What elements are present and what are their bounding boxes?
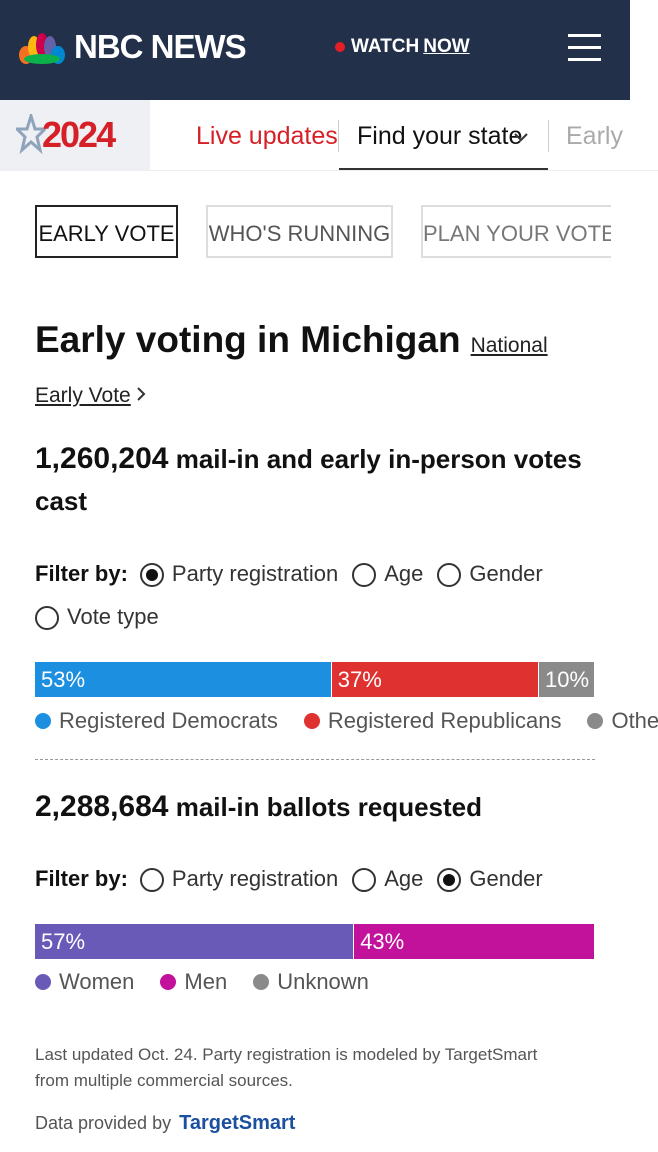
- value-label: 43%: [360, 929, 405, 954]
- count-number: 1,260,204: [35, 442, 169, 475]
- legend-dot: [303, 713, 320, 729]
- count-heading: 1,260,204 mail-in and early in-person vo…: [35, 438, 595, 522]
- bar-segment: 53%: [35, 662, 332, 697]
- legend-text: Women: [59, 969, 135, 994]
- legend-item: Men: [160, 969, 227, 995]
- legend-text: Men: [184, 969, 228, 994]
- filter-row: Filter by: Party registration Age Gender: [35, 857, 615, 900]
- title-text: Early voting in Michigan: [35, 319, 461, 360]
- stacked-bar: 57% 43%: [35, 924, 595, 959]
- provider-label: Data provided by: [35, 1113, 172, 1133]
- page-title: Early voting in Michigan National Early V…: [35, 318, 595, 418]
- legend-item: Unknown: [253, 969, 369, 995]
- menu-button[interactable]: [568, 34, 601, 70]
- filter-option[interactable]: Gender: [437, 857, 543, 900]
- nav-link[interactable]: Early: [566, 122, 623, 150]
- star-icon: [16, 114, 46, 154]
- filter-option[interactable]: Vote type: [35, 595, 159, 638]
- divider: [35, 759, 595, 760]
- filter-text: Party registration: [171, 866, 339, 891]
- legend-text: Other: [611, 708, 658, 733]
- legend-dot: [35, 713, 51, 729]
- filter-option[interactable]: Party registration: [139, 552, 339, 595]
- value-label: 57%: [41, 929, 86, 954]
- count-text: mail-in ballots requested: [175, 792, 482, 822]
- now-label: NOW: [423, 36, 470, 57]
- count-number: 2,288,684: [35, 790, 169, 823]
- filter-option[interactable]: Age: [352, 857, 423, 900]
- legend-text: Registered Democrats: [59, 708, 278, 733]
- legend-dot: [587, 713, 604, 729]
- legend-dot: [160, 974, 177, 990]
- radio[interactable]: [139, 868, 164, 892]
- logo-text[interactable]: NBC NEWS: [74, 28, 247, 65]
- filter-text: Gender: [469, 866, 543, 891]
- nav-link[interactable]: Live updates: [196, 122, 338, 150]
- filter-text: Party registration: [171, 561, 339, 586]
- radio[interactable]: [35, 606, 59, 630]
- legend-item: Other: [587, 708, 658, 734]
- value-label: 37%: [337, 667, 382, 692]
- provider-logo[interactable]: TargetSmart: [179, 1112, 296, 1134]
- legend-item: Women: [35, 969, 134, 995]
- filter-text: Age: [384, 866, 424, 891]
- legend-dot: [35, 974, 51, 990]
- value-label: 10%: [544, 667, 590, 692]
- radio[interactable]: [437, 868, 462, 892]
- filter-label: Filter by:: [35, 561, 128, 586]
- watch-now[interactable]: WATCH NOW: [335, 36, 470, 58]
- filter-row: Filter by: Party registration Age Gender Vot…: [35, 552, 615, 638]
- count-text: mail-in and early in-person votes cast: [35, 444, 582, 516]
- nav-link[interactable]: Find your state: [357, 122, 523, 150]
- legend-dot: [253, 974, 270, 990]
- legend-text: Registered Republicans: [327, 708, 562, 733]
- radio[interactable]: [139, 563, 164, 587]
- watch-label: WATCH: [351, 36, 420, 57]
- chevron: [514, 133, 528, 142]
- year-text: 2024: [42, 114, 116, 155]
- stacked-bar: 53% 37% 10%: [35, 662, 595, 697]
- filter-text: Vote type: [67, 604, 159, 629]
- legend: Women Men Unknown: [35, 969, 635, 995]
- count-heading: 2,288,684 mail-in ballots requested: [35, 786, 595, 828]
- legend-item: Registered Republicans: [303, 708, 562, 734]
- legend-item: Registered Democrats: [35, 708, 278, 734]
- value-label: 53%: [41, 667, 86, 692]
- tab[interactable]: WHO'S RUNNING: [206, 205, 393, 258]
- filter-text: Age: [384, 561, 424, 586]
- filter-option[interactable]: Age: [352, 552, 423, 595]
- radio[interactable]: [352, 563, 377, 587]
- title-link[interactable]: National Early Vote: [35, 334, 548, 407]
- radio[interactable]: [437, 563, 462, 587]
- tab[interactable]: EARLY VOTE: [35, 205, 178, 258]
- filter-option[interactable]: Gender: [437, 552, 543, 595]
- chevron: [137, 387, 146, 401]
- provider: Data provided by TargetSmart: [35, 1112, 295, 1135]
- header: NBC NEWS WATCH NOW: [0, 0, 630, 100]
- bar-segment: 10%: [538, 662, 595, 697]
- legend: Registered Democrats Registered Republica…: [35, 708, 658, 734]
- bar-segment: 57%: [35, 924, 355, 959]
- bar-segment: 37%: [331, 662, 539, 697]
- filter-text: Gender: [469, 561, 543, 586]
- radio[interactable]: [352, 868, 377, 892]
- filter-option[interactable]: Party registration: [139, 857, 339, 900]
- nav-bar: 2024 Live updates Find your state Early: [0, 100, 658, 171]
- filter-label: Filter by:: [35, 866, 128, 891]
- bar-segment: 43%: [354, 924, 595, 959]
- peacock-logo: [19, 33, 65, 64]
- legend-text: Unknown: [277, 969, 369, 994]
- footnote: Last updated Oct. 24. Party registration…: [35, 1045, 538, 1090]
- year-badge[interactable]: 2024: [0, 100, 150, 170]
- tab[interactable]: PLAN YOUR VOTE: [421, 205, 611, 258]
